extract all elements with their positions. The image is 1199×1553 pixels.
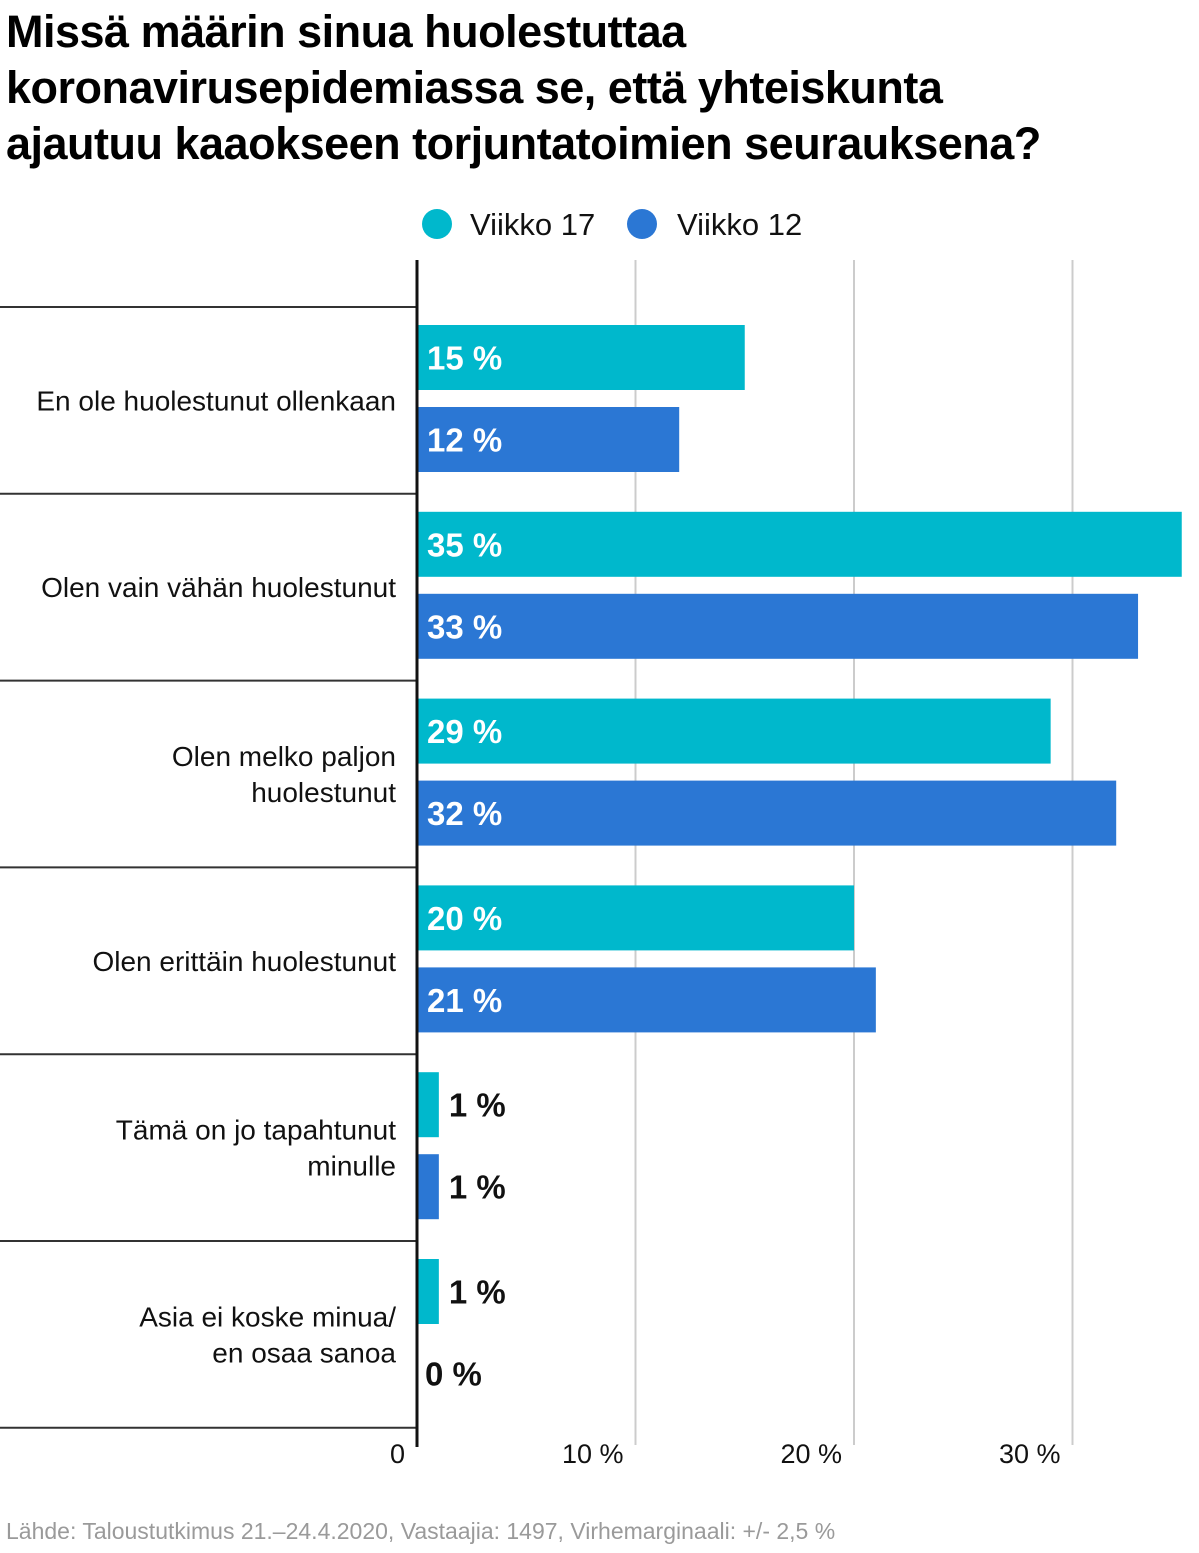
- category-label: en osaa sanoa: [212, 1337, 396, 1368]
- category-label: huolestunut: [251, 777, 396, 808]
- legend-label: Viikko 17: [470, 207, 595, 242]
- data-label: 0 %: [425, 1356, 482, 1393]
- data-label: 1 %: [449, 1274, 506, 1311]
- category-label: minulle: [307, 1151, 396, 1182]
- source-note: Lähde: Taloustutkimus 21.–24.4.2020, Vas…: [6, 1518, 836, 1544]
- bar: [417, 885, 854, 951]
- legend-swatch: [422, 209, 452, 239]
- data-label: 21 %: [427, 982, 502, 1019]
- category-label: Olen melko paljon: [172, 741, 396, 772]
- category-label: Olen erittäin huolestunut: [92, 946, 396, 977]
- bar: [417, 593, 1139, 659]
- category-label: Olen vain vähän huolestunut: [41, 572, 396, 603]
- x-tick-label: 0: [390, 1439, 405, 1469]
- data-label: 12 %: [427, 422, 502, 459]
- chart-title-line: koronavirusepidemiassa se, että yhteisku…: [6, 62, 943, 113]
- x-tick-label: 20 %: [780, 1439, 842, 1469]
- data-label: 1 %: [449, 1087, 506, 1124]
- data-label: 32 %: [427, 795, 502, 832]
- data-label: 20 %: [427, 900, 502, 937]
- chart-title-line: ajautuu kaaokseen torjuntatoimien seurau…: [6, 118, 1041, 169]
- bar: [417, 1154, 439, 1220]
- bar: [417, 325, 745, 390]
- category-label: Asia ei koske minua/: [139, 1301, 396, 1332]
- bar: [417, 407, 680, 472]
- bar: [417, 698, 1051, 764]
- x-tick-label: 30 %: [999, 1439, 1061, 1469]
- data-label: 35 %: [427, 526, 502, 563]
- chart-title-line: Missä määrin sinua huolestuttaa: [6, 6, 686, 57]
- data-label: 15 %: [427, 340, 502, 377]
- x-tick-label: 10 %: [562, 1439, 624, 1469]
- data-label: 29 %: [427, 713, 502, 750]
- legend-label: Viikko 12: [677, 207, 802, 242]
- bar: [417, 780, 1117, 846]
- data-label: 1 %: [449, 1169, 506, 1206]
- category-label: Tämä on jo tapahtunut: [116, 1115, 396, 1146]
- bar: [417, 1259, 439, 1324]
- legend-swatch: [627, 209, 657, 239]
- bar: [417, 1072, 439, 1138]
- data-label: 33 %: [427, 608, 502, 645]
- bar: [417, 511, 1182, 577]
- bar: [417, 967, 876, 1033]
- chart-title: Missä määrin sinua huolestuttaa koronavir…: [6, 4, 1196, 172]
- category-label: En ole huolestunut ollenkaan: [36, 385, 396, 416]
